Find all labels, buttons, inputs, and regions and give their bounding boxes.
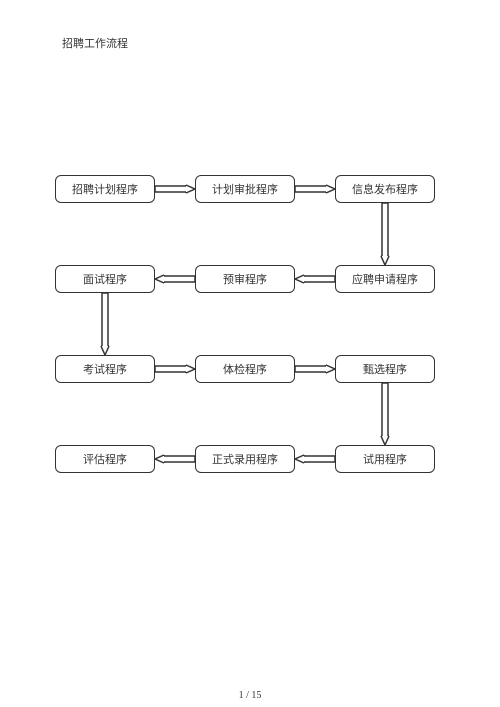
- flow-node: 考试程序: [55, 355, 155, 383]
- flow-node: 计划审批程序: [195, 175, 295, 203]
- flow-node: 面试程序: [55, 265, 155, 293]
- flow-node: 应聘申请程序: [335, 265, 435, 293]
- flowchart-canvas: 招聘工作流程 招聘计划程序 计划审批程序 信息发布程序面试程序 预审程序 应聘申请程序考…: [0, 0, 500, 707]
- flow-node: 评估程序: [55, 445, 155, 473]
- page-title: 招聘工作流程: [62, 35, 128, 51]
- flow-node: 信息发布程序: [335, 175, 435, 203]
- flow-node: 招聘计划程序: [55, 175, 155, 203]
- flow-node: 体检程序: [195, 355, 295, 383]
- edges-layer: [0, 0, 500, 707]
- flow-node: 试用程序: [335, 445, 435, 473]
- flow-node: 预审程序: [195, 265, 295, 293]
- flow-node: 正式录用程序: [195, 445, 295, 473]
- page-number: 1 / 15: [239, 690, 262, 701]
- flow-node: 甄选程序: [335, 355, 435, 383]
